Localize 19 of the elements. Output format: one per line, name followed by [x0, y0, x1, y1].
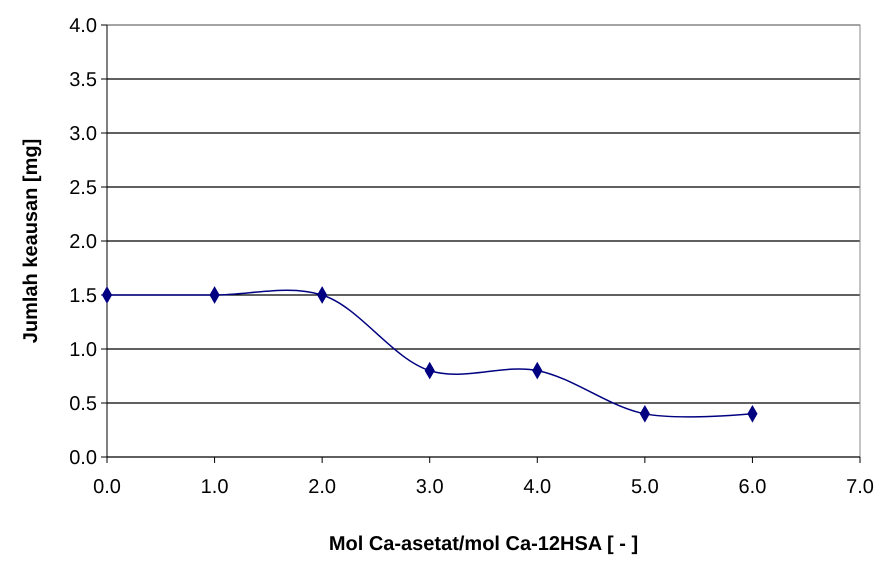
x-axis-title: Mol Ca-asetat/mol Ca-12HSA [ - ]: [328, 533, 638, 555]
y-tick-label: 2.5: [69, 177, 97, 199]
y-tick-label: 0.0: [69, 447, 97, 469]
y-axis-title: Jumlah keausan [mg]: [20, 138, 42, 344]
x-tick-label: 7.0: [846, 476, 874, 498]
x-tick-label: 4.0: [523, 476, 552, 498]
y-tick-label: 0.5: [69, 393, 97, 415]
x-tick-label: 0.0: [93, 476, 121, 498]
x-tick-label: 1.0: [200, 476, 228, 498]
x-tick-label: 6.0: [738, 476, 766, 498]
x-tick-label: 2.0: [308, 476, 336, 498]
y-tick-label: 2.0: [69, 231, 97, 253]
x-tick-label: 3.0: [416, 476, 444, 498]
y-tick-label: 1.0: [69, 339, 97, 361]
y-tick-label: 1.5: [69, 285, 97, 307]
y-tick-label: 3.5: [69, 69, 97, 91]
x-tick-label: 5.0: [630, 476, 659, 498]
y-tick-label: 4.0: [69, 15, 97, 37]
y-tick-label: 3.0: [69, 123, 97, 145]
